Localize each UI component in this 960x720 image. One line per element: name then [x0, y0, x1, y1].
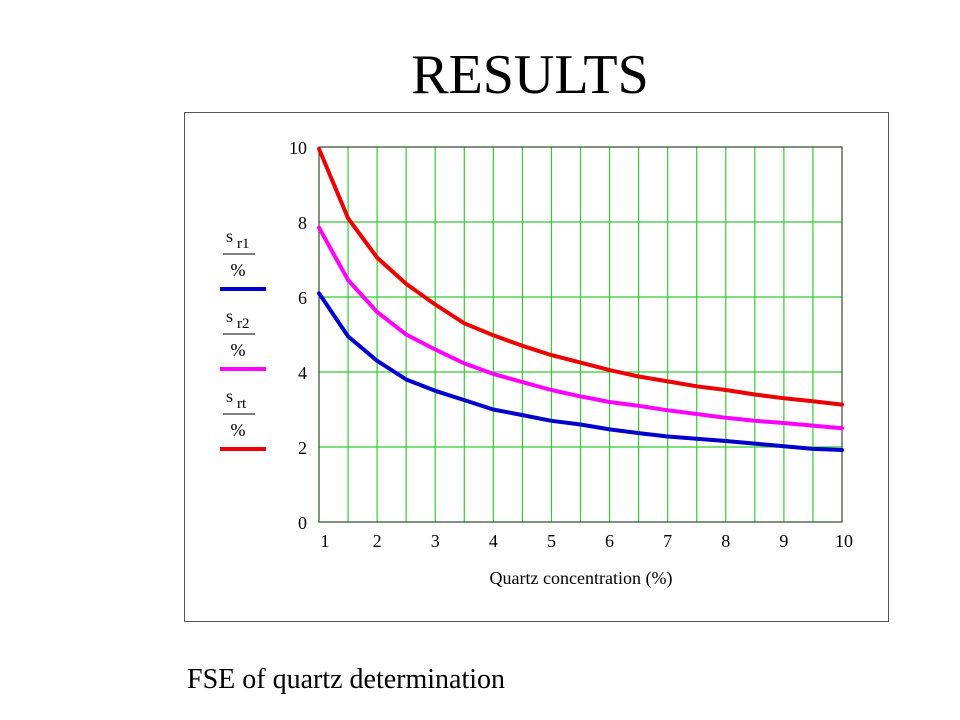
grid: [318, 146, 843, 523]
legend-label-main: s: [226, 386, 233, 406]
legend-label-subscript: rt: [237, 396, 247, 412]
x-tick-label: 5: [547, 531, 556, 551]
x-tick-label: 9: [779, 531, 788, 551]
legend-entry-r1: s r1%: [220, 226, 266, 291]
legend: s r1%s r2%s rt%: [220, 226, 266, 451]
x-tick-label: 4: [489, 531, 498, 551]
y-tick-label: 2: [298, 438, 307, 458]
y-tick-label: 4: [298, 363, 307, 383]
x-tick-label: 1: [321, 531, 330, 551]
x-tick-label: 3: [431, 531, 440, 551]
figure-caption: FSE of quartz determination: [187, 664, 506, 695]
y-tick-label: 8: [298, 213, 307, 233]
series-line-r2: [317, 225, 844, 431]
legend-label-denominator: %: [231, 260, 246, 280]
plot-border: [318, 146, 843, 523]
legend-label-denominator: %: [231, 340, 246, 360]
series-line-rt: [317, 146, 844, 407]
x-tick-label: 6: [605, 531, 614, 551]
x-tick-label: 2: [373, 531, 382, 551]
legend-label-denominator: %: [231, 420, 246, 440]
legend-entry-rt: s rt%: [220, 386, 266, 451]
legend-label-subscript: r1: [237, 236, 250, 252]
series-lines: [317, 146, 844, 452]
y-tick-label: 10: [289, 138, 307, 158]
chart-frame: [184, 112, 889, 622]
x-tick-label: 10: [835, 531, 853, 551]
legend-entry-r2: s r2%: [220, 306, 266, 371]
page-title: RESULTS: [411, 44, 649, 106]
x-tick-label: 8: [721, 531, 730, 551]
x-axis-label: Quartz concentration (%): [490, 568, 673, 589]
legend-label-main: s: [226, 226, 233, 246]
x-tick-label: 7: [663, 531, 672, 551]
legend-label-subscript: r2: [237, 316, 250, 332]
series-line-r1: [317, 291, 844, 452]
legend-label-main: s: [226, 306, 233, 326]
y-tick-label: 6: [298, 288, 307, 308]
y-tick-label: 0: [298, 513, 307, 533]
